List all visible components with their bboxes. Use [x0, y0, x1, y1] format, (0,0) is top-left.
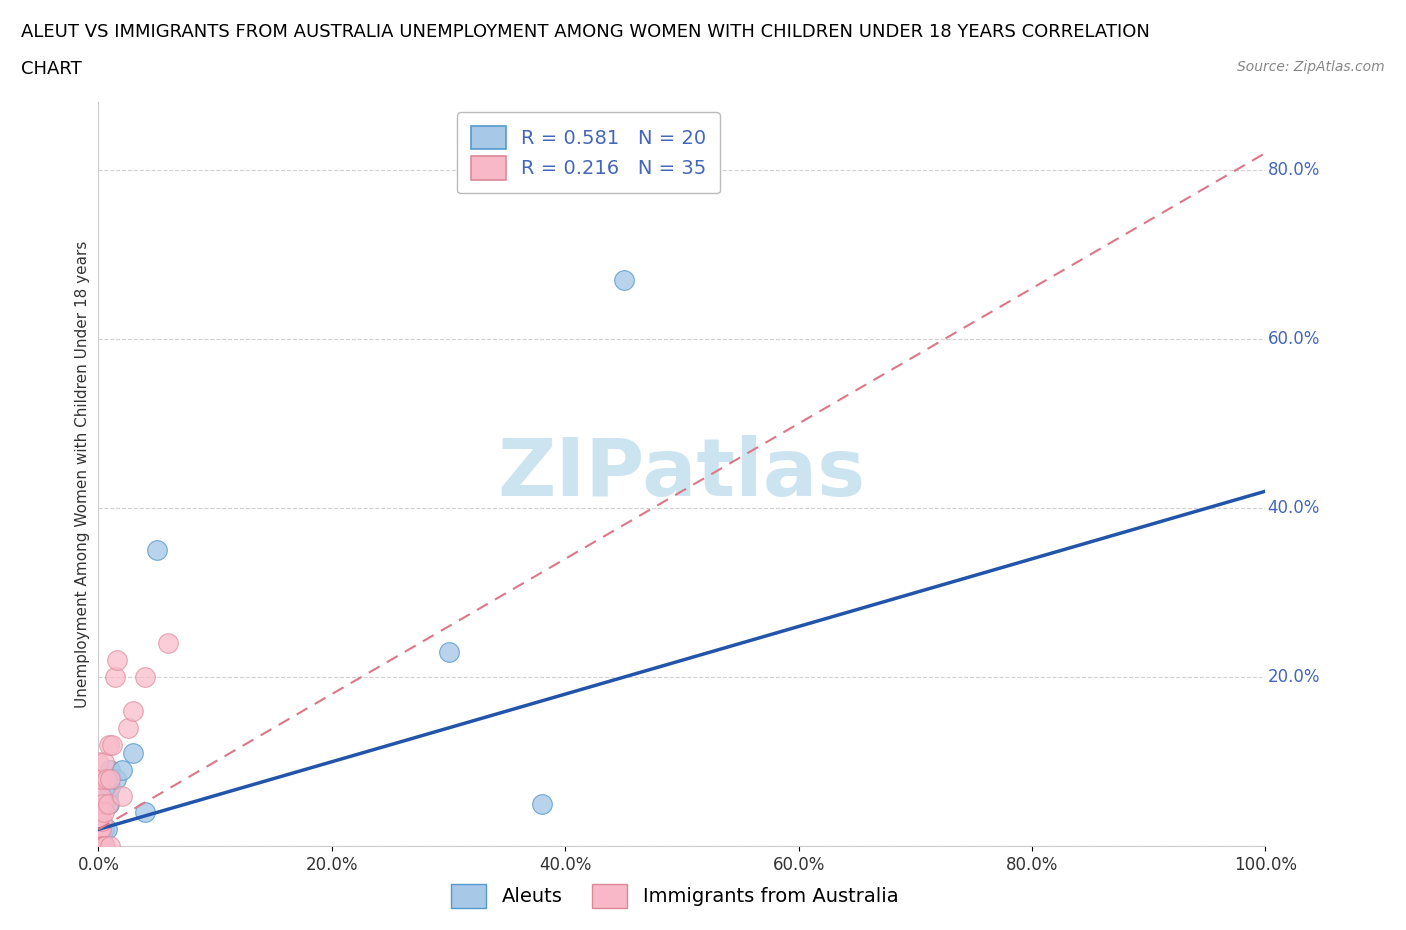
Text: 20.0%: 20.0%: [1268, 669, 1320, 686]
Point: [157, 636, 180, 651]
Point: [89, 805, 111, 820]
Point: [93, 839, 115, 854]
Point: [93, 805, 115, 820]
Text: 80.0%: 80.0%: [1268, 161, 1320, 179]
Text: 60.0%: 60.0%: [1268, 330, 1320, 348]
Point: [93, 754, 115, 769]
Point: [96, 771, 118, 786]
Text: CHART: CHART: [21, 60, 82, 78]
Point: [90, 814, 112, 829]
Point: [93, 839, 115, 854]
Point: [93, 822, 115, 837]
Point: [97, 797, 120, 812]
Point: [98, 839, 121, 854]
Point: [87, 822, 110, 837]
Point: [146, 543, 169, 558]
Point: [530, 797, 553, 812]
Point: [98, 763, 121, 777]
Point: [94, 797, 117, 812]
Point: [87, 771, 110, 786]
Point: [111, 788, 134, 803]
Point: [104, 771, 127, 786]
Point: [91, 797, 114, 812]
Point: [90, 839, 112, 854]
Point: [111, 763, 134, 777]
Point: [612, 272, 634, 287]
Point: [90, 822, 112, 837]
Point: [90, 771, 112, 786]
Point: [98, 779, 121, 794]
Point: [89, 839, 111, 854]
Point: [122, 704, 145, 719]
Point: [101, 737, 124, 752]
Legend: R = 0.581   N = 20, R = 0.216   N = 35: R = 0.581 N = 20, R = 0.216 N = 35: [457, 112, 720, 193]
Point: [89, 822, 111, 837]
Point: [87, 788, 110, 803]
Point: [105, 653, 128, 668]
Point: [437, 644, 460, 659]
Point: [87, 839, 110, 854]
Point: [91, 839, 114, 854]
Point: [87, 754, 110, 769]
Point: [122, 746, 145, 761]
Point: [104, 670, 127, 684]
Point: [90, 788, 112, 803]
Legend: Aleuts, Immigrants from Australia: Aleuts, Immigrants from Australia: [444, 876, 905, 916]
Point: [87, 814, 110, 829]
Point: [94, 839, 117, 854]
Point: [134, 670, 156, 684]
Point: [117, 721, 139, 736]
Point: [90, 839, 112, 854]
Point: [87, 830, 110, 845]
Point: [97, 788, 120, 803]
Point: [97, 797, 120, 812]
Text: ALEUT VS IMMIGRANTS FROM AUSTRALIA UNEMPLOYMENT AMONG WOMEN WITH CHILDREN UNDER : ALEUT VS IMMIGRANTS FROM AUSTRALIA UNEMP…: [21, 23, 1150, 41]
Point: [87, 830, 110, 845]
Text: ZIPatlas: ZIPatlas: [498, 435, 866, 513]
Point: [98, 771, 121, 786]
Point: [134, 805, 156, 820]
Point: [97, 737, 120, 752]
Text: 40.0%: 40.0%: [1268, 499, 1320, 517]
Point: [96, 822, 118, 837]
Text: Source: ZipAtlas.com: Source: ZipAtlas.com: [1237, 60, 1385, 74]
Point: [90, 839, 112, 854]
Point: [90, 830, 112, 845]
Point: [87, 805, 110, 820]
Y-axis label: Unemployment Among Women with Children Under 18 years: Unemployment Among Women with Children U…: [75, 241, 90, 708]
